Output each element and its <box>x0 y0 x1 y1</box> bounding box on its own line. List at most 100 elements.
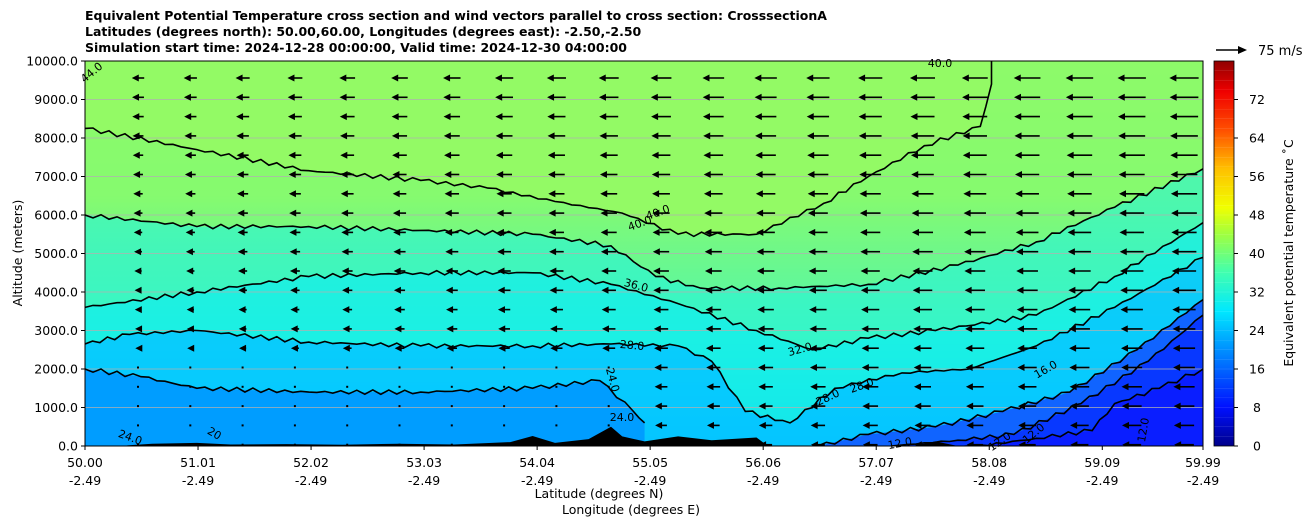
contour-lines <box>85 61 1203 446</box>
wind-vector-head <box>1117 74 1125 82</box>
wind-vector <box>756 228 775 236</box>
wind-vector <box>392 209 407 217</box>
wind-vector <box>391 93 408 101</box>
wind-vector <box>702 93 724 101</box>
wind-vector-head <box>1118 171 1126 178</box>
wind-vector-dot <box>555 405 558 408</box>
wind-vector <box>189 405 192 408</box>
wind-vector <box>1065 74 1094 82</box>
wind-vector <box>496 209 512 217</box>
wind-vector-head <box>862 383 870 391</box>
wind-vector <box>757 344 774 352</box>
band-above-40 <box>85 61 992 235</box>
wind-vector-head <box>445 286 453 294</box>
wind-vector-head <box>703 151 711 159</box>
wind-vector <box>1066 132 1093 140</box>
wind-vector-head <box>135 344 143 352</box>
wind-vector <box>341 248 353 256</box>
wind-vector <box>342 325 352 333</box>
wind-vector-head <box>134 267 142 275</box>
wind-vector-head <box>1017 344 1025 352</box>
wind-vector-head <box>1015 209 1023 217</box>
wind-vector <box>754 93 777 101</box>
wind-vector <box>133 228 143 236</box>
wind-vector-head <box>1169 93 1177 101</box>
wind-vector-head <box>1016 325 1024 333</box>
wind-vector-head <box>964 248 972 256</box>
wind-vector <box>548 209 565 217</box>
y-tick-label: 3000.0 <box>34 323 78 338</box>
wind-vector <box>185 190 196 198</box>
contour-line-40 <box>85 61 993 238</box>
wind-vector <box>911 190 934 198</box>
wind-vector-head <box>186 325 194 333</box>
wind-vector-dot <box>189 405 192 408</box>
wind-vector-head <box>236 113 244 121</box>
wind-vector-head <box>547 93 555 101</box>
wind-vector <box>1118 132 1146 140</box>
wind-vector-head <box>1069 402 1077 410</box>
wind-vector <box>132 93 144 101</box>
wind-vector <box>607 405 610 408</box>
wind-vector <box>910 113 935 121</box>
wind-vector-head <box>1014 171 1022 178</box>
x-tick-label-latitude: 52.02 <box>293 455 329 470</box>
colorbar-tick-label: 32 <box>1249 285 1265 300</box>
wind-vector <box>238 267 248 275</box>
wind-vector <box>131 74 145 82</box>
wind-vector <box>963 228 986 236</box>
wind-vector-head <box>601 286 609 294</box>
wind-vector-head <box>962 113 970 121</box>
wind-vector <box>1121 344 1143 352</box>
wind-vector <box>1119 228 1144 236</box>
wind-vector-head <box>548 228 556 236</box>
wind-vector <box>706 364 721 371</box>
wind-vector-head <box>1067 228 1075 236</box>
wind-vector-head <box>1119 209 1127 217</box>
wind-vector-dot <box>555 366 558 369</box>
wind-vector <box>1117 113 1146 121</box>
wind-vector-dot <box>503 385 506 388</box>
wind-vector-head <box>444 151 452 159</box>
wind-vector <box>913 325 932 333</box>
wind-vector-head <box>1120 267 1128 275</box>
wind-vector-head <box>912 306 920 314</box>
wind-vector-head <box>705 344 713 352</box>
wind-vector <box>1067 248 1091 256</box>
wind-vector <box>241 385 244 388</box>
wind-vector-head <box>497 286 505 294</box>
wind-vector-dot <box>555 385 558 388</box>
wind-vector-head <box>964 306 972 314</box>
wind-vector <box>237 190 249 198</box>
wind-vector-head <box>704 228 712 236</box>
wind-vector <box>241 366 244 369</box>
wind-vector <box>912 286 933 294</box>
wind-vector <box>1069 364 1090 371</box>
wind-vector-head <box>339 113 347 121</box>
wind-vector <box>293 385 296 388</box>
wind-vector <box>445 267 459 275</box>
wind-vector <box>1069 344 1090 352</box>
wind-vector-head <box>341 209 349 217</box>
wind-vector-head <box>1120 306 1128 314</box>
wind-vector <box>911 209 934 217</box>
wind-vector <box>495 132 513 140</box>
wind-vector-head <box>444 209 452 217</box>
wind-vector-head <box>494 74 502 82</box>
wind-vector-head <box>1065 74 1073 82</box>
wind-vector <box>912 306 933 314</box>
wind-vector-head <box>187 344 195 352</box>
wind-vector <box>185 248 195 256</box>
wind-vector <box>858 74 883 82</box>
wind-vector-head <box>239 344 247 352</box>
colorbar: 0 8 16 24 32 40 48 56 64 72 Equivalent potential … <box>1213 60 1296 454</box>
x-tick-label-longitude: -2.49 <box>1086 473 1118 488</box>
wind-vector <box>1067 228 1092 236</box>
wind-vector-head <box>287 93 295 101</box>
wind-vector-head <box>911 228 919 236</box>
wind-vector-head <box>443 74 451 82</box>
wind-vector <box>650 74 672 82</box>
wind-vector-head <box>184 171 192 178</box>
wind-vector-head <box>705 286 713 294</box>
wind-vector-head <box>1068 267 1076 275</box>
